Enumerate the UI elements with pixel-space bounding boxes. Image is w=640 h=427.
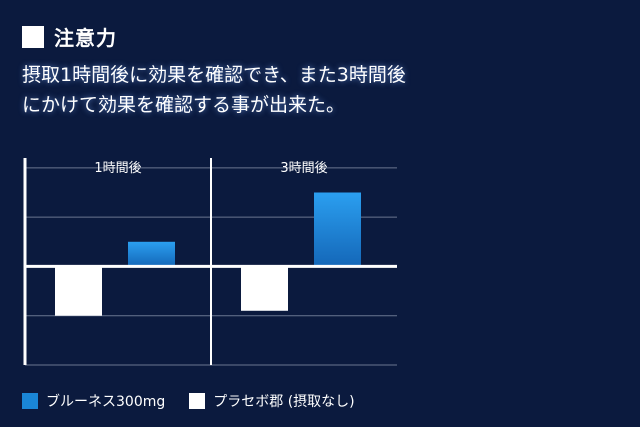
legend-label-white: プラセボ郡 (摂取なし)	[213, 394, 355, 410]
page-title: 注意力	[54, 26, 117, 50]
bar-white	[241, 266, 288, 311]
legend-item-blue: ブルーネス300mg	[22, 391, 165, 411]
description: 摂取1時間後に効果を確認でき、また3時間後 にかけて効果を確認する事が出来た。	[22, 60, 622, 120]
legend-swatch-blue	[22, 393, 38, 409]
legend-label-blue: ブルーネス300mg	[46, 394, 166, 410]
description-line-1: 摂取1時間後に効果を確認でき、また3時間後	[22, 64, 406, 86]
bar-white	[55, 266, 102, 316]
legend: ブルーネス300mg プラセボ郡 (摂取なし)	[22, 391, 379, 411]
category-label: 3時間後	[280, 161, 327, 176]
category-label: 1時間後	[94, 161, 141, 176]
square-icon	[22, 25, 44, 48]
legend-swatch-white	[189, 393, 206, 409]
bar-blue	[314, 192, 361, 267]
description-line-2: にかけて効果を確認する事が出来た。	[22, 94, 346, 116]
heading: 注意力	[22, 22, 117, 51]
bar-blue	[128, 241, 175, 267]
legend-item-white: プラセボ郡 (摂取なし)	[189, 391, 355, 411]
